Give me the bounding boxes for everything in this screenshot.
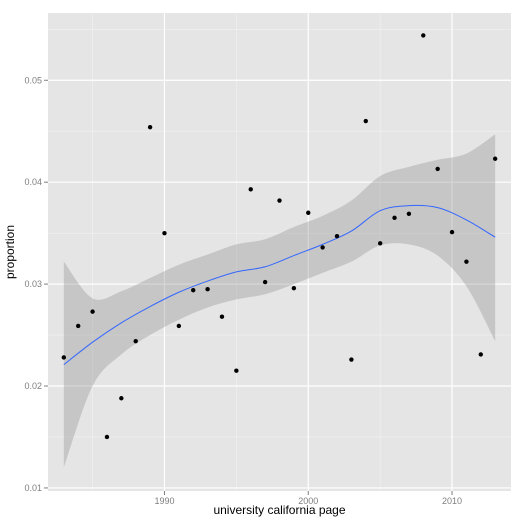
data-point (291, 285, 297, 291)
data-point (349, 357, 354, 362)
data-point (406, 211, 412, 216)
x-axis: 1990 2000 2010 (154, 491, 462, 506)
data-point (363, 118, 368, 124)
y-tick-label: 0.05 (24, 75, 42, 85)
data-point (449, 229, 455, 235)
data-point (248, 187, 253, 192)
y-axis: 0.01 0.02 0.03 0.04 0.05 (24, 75, 48, 493)
confidence-ribbon (63, 134, 496, 468)
data-point (162, 230, 167, 236)
data-point (435, 166, 440, 172)
x-tick-label: 2000 (298, 496, 318, 506)
data-point (464, 259, 469, 264)
data-point (492, 156, 498, 161)
x-tick-label: 2010 (442, 496, 462, 506)
data-point (133, 338, 138, 344)
minor-grid (48, 13, 511, 491)
y-tick-label: 0.04 (24, 177, 42, 187)
data-point (90, 309, 95, 314)
data-point (392, 215, 397, 221)
data-point (320, 245, 325, 250)
y-tick-label: 0.01 (24, 483, 42, 493)
data-point (277, 198, 282, 203)
y-tick-label: 0.03 (24, 279, 42, 289)
data-point (147, 124, 153, 130)
smooth-trend-line (63, 204, 496, 366)
data-point (191, 288, 196, 293)
y-axis-title: proportion (3, 225, 17, 279)
data-point (61, 355, 67, 360)
data-point (176, 323, 182, 329)
y-tick-label: 0.02 (24, 381, 42, 391)
x-tick-label: 1990 (154, 496, 174, 506)
data-point (421, 33, 426, 38)
data-point (75, 323, 81, 329)
major-grid (48, 13, 511, 491)
data-point (234, 368, 239, 373)
data-point (478, 352, 484, 357)
panel-background (48, 13, 511, 491)
data-point (205, 287, 210, 292)
data-point (334, 234, 340, 239)
data-point (306, 210, 311, 215)
data-point (219, 314, 225, 319)
data-point (119, 396, 124, 401)
data-point (377, 241, 383, 246)
data-points (61, 33, 498, 440)
x-axis-title: university california page (213, 503, 345, 517)
data-point (262, 279, 268, 285)
data-point (104, 434, 110, 440)
